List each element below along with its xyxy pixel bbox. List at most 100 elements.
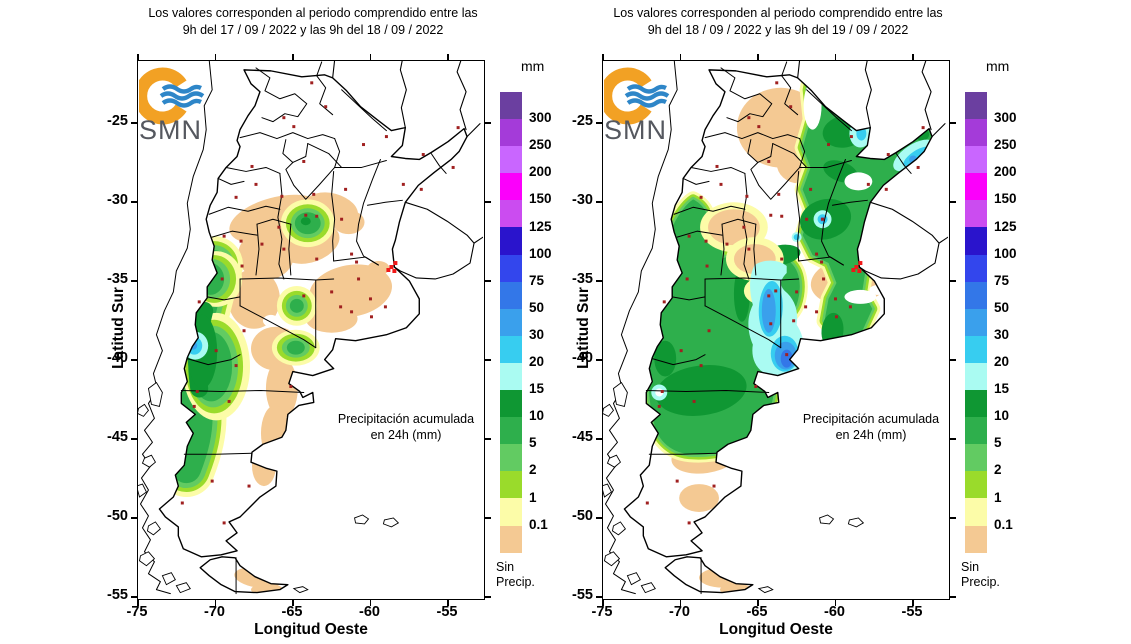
- station-dot: [822, 277, 826, 281]
- map-title: Los valores corresponden al periodo comp…: [78, 5, 548, 39]
- station-dot: [705, 264, 709, 268]
- smn-waves-icon: [624, 84, 670, 108]
- x-tick-label: -70: [669, 604, 690, 620]
- legend-value-label: 15: [529, 381, 545, 397]
- tick-mark: [131, 438, 137, 440]
- tick-mark: [447, 54, 449, 60]
- tick-mark: [679, 54, 681, 60]
- station-dot: [767, 294, 771, 298]
- y-tick-label: -40: [107, 350, 128, 366]
- legend-colorbar: [500, 92, 522, 553]
- tick-mark: [137, 600, 139, 606]
- tick-mark: [596, 438, 602, 440]
- legend-value-label: 300: [994, 110, 1017, 126]
- tick-mark: [950, 596, 956, 598]
- station-dot: [234, 195, 238, 199]
- map-plot-area: [137, 60, 485, 600]
- tick-mark: [950, 201, 956, 203]
- smn-logo: SMN: [604, 67, 670, 144]
- station-dot: [386, 268, 391, 272]
- legend-value-label: 125: [994, 218, 1017, 234]
- legend-value-label: 75: [994, 272, 1010, 288]
- y-tick-label: -50: [107, 508, 128, 524]
- legend-segment: [965, 471, 987, 499]
- legend-segment: [965, 444, 987, 472]
- legend-segment: [965, 525, 987, 553]
- legend-value-label: 50: [994, 299, 1010, 315]
- y-tick-label: -25: [572, 113, 593, 129]
- tick-mark: [131, 122, 137, 124]
- station-dot: [357, 277, 361, 281]
- station-dot: [393, 261, 398, 266]
- legend-segment: [500, 444, 522, 472]
- station-dot: [657, 404, 661, 408]
- tick-mark: [485, 517, 491, 519]
- legend-segment: [965, 335, 987, 363]
- tick-mark: [214, 54, 216, 60]
- station-dot: [456, 126, 460, 130]
- station-dot: [227, 399, 231, 403]
- legend-value-label: 1: [994, 489, 1002, 505]
- station-dot: [292, 125, 296, 129]
- station-dot: [304, 213, 308, 217]
- station-dot: [747, 247, 751, 251]
- legend-segment: [500, 525, 522, 553]
- station-dot: [240, 264, 244, 268]
- station-dot: [687, 234, 691, 238]
- smn-logo-text: SMN: [139, 115, 202, 144]
- legend-value-label: 15: [994, 381, 1010, 397]
- y-tick-label: -50: [572, 508, 593, 524]
- tick-mark: [485, 201, 491, 203]
- x-axis-label: Longitud Oeste: [719, 621, 833, 638]
- legend-unit: mm: [986, 58, 1010, 74]
- station-dot: [310, 81, 314, 85]
- station-dot: [725, 242, 729, 246]
- station-dot: [383, 305, 387, 309]
- tick-mark: [214, 600, 216, 606]
- tick-mark: [131, 280, 137, 282]
- legend-value-label: 150: [994, 191, 1017, 207]
- smn-waves-icon: [159, 84, 205, 108]
- title-line1: Los valores corresponden al periodo comp…: [148, 6, 478, 20]
- x-tick-label: -60: [359, 604, 380, 620]
- legend-value-label: 1: [529, 489, 537, 505]
- legend-segment: [500, 281, 522, 309]
- tick-mark: [834, 600, 836, 606]
- legend-segment: [500, 335, 522, 363]
- station-dot: [421, 153, 425, 157]
- y-tick-label: -55: [572, 587, 593, 603]
- station-dot: [769, 213, 773, 217]
- tick-mark: [369, 54, 371, 60]
- legend-value-label: 50: [529, 299, 545, 315]
- station-dot: [866, 182, 870, 186]
- station-dot: [715, 164, 719, 168]
- legend-segment: [500, 200, 522, 228]
- map-panel-right: Los valores corresponden al periodo comp…: [465, 0, 1031, 644]
- tick-mark: [131, 517, 137, 519]
- tick-mark: [485, 359, 491, 361]
- precipitation-map: [138, 61, 483, 595]
- station-dot: [857, 269, 862, 273]
- station-dot: [780, 214, 784, 218]
- station-dot: [662, 300, 666, 304]
- station-dot: [384, 135, 388, 139]
- station-dot: [777, 192, 781, 196]
- station-dot: [369, 315, 373, 319]
- station-dot: [362, 143, 366, 147]
- station-dot: [350, 252, 354, 256]
- legend-segment: [500, 471, 522, 499]
- station-dot: [660, 389, 664, 393]
- x-tick-label: -75: [126, 604, 148, 620]
- station-dot: [848, 305, 852, 309]
- station-dot: [242, 329, 246, 333]
- tick-mark: [950, 517, 956, 519]
- station-dot: [312, 192, 316, 196]
- station-dot: [302, 294, 306, 298]
- title-line1: Los valores corresponden al periodo comp…: [613, 6, 943, 20]
- station-dot: [254, 182, 258, 186]
- legend-segment: [965, 173, 987, 201]
- y-tick-label: -55: [107, 587, 128, 603]
- station-dot: [833, 297, 837, 301]
- y-tick-label: -25: [107, 113, 128, 129]
- station-dot: [247, 484, 251, 488]
